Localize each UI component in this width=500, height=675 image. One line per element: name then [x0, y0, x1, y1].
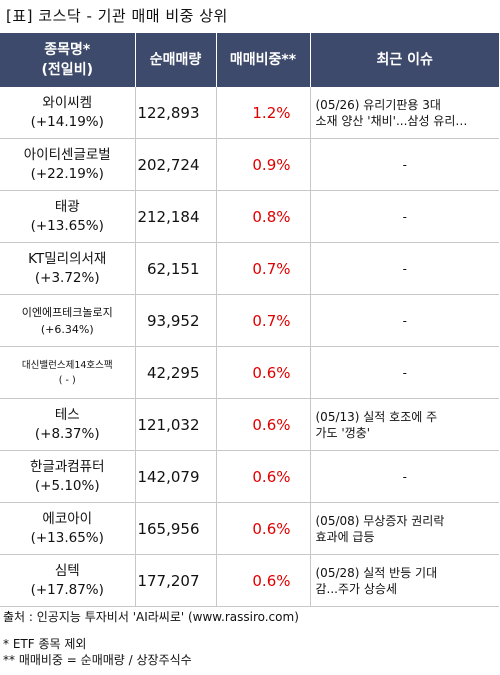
table-row: 이엔에프테크놀로지 (+6.34%) 93,952 0.7% -: [0, 294, 499, 347]
recent-issue: -: [310, 138, 499, 191]
footnote-ratio: ** 매매비중 = 순매매량 / 상장주식수: [3, 653, 192, 667]
stock-change: (+6.34%): [40, 322, 94, 336]
issue-line-2: 소재 양산 '채비'...삼성 유리…: [315, 113, 468, 128]
source-note: 출처 : 인공지능 투자비서 'AI라씨로' (www.rassiro.com): [3, 610, 299, 624]
net-volume: 142,079: [135, 450, 217, 503]
stock-name: 에코아이: [42, 510, 93, 527]
net-volume: 122,893: [135, 87, 217, 139]
header-issue: 최근 이슈: [310, 33, 499, 87]
recent-issue: -: [310, 450, 499, 503]
trade-ratio: 0.9%: [216, 138, 311, 191]
stock-change: (+13.65%): [30, 529, 104, 546]
stock-name-cell: 테스 (+8.37%): [0, 398, 136, 451]
trade-ratio: 0.7%: [216, 294, 311, 347]
stock-name: 아이티센글로벌: [23, 146, 111, 163]
net-volume: 165,956: [135, 502, 217, 555]
table-row: 심텍 (+17.87%) 177,207 0.6% (05/28) 실적 반등 …: [0, 554, 499, 607]
stock-name-cell: 대신밸런스제14호스팩 ( - ): [0, 346, 136, 399]
stock-name-cell: 아이티센글로벌 (+22.19%): [0, 138, 136, 191]
stock-change: (+17.87%): [30, 581, 104, 598]
trade-ratio: 0.7%: [216, 242, 311, 295]
stock-name-cell: 와이씨켐 (+14.19%): [0, 87, 136, 139]
header-ratio: 매매비중**: [216, 33, 311, 87]
net-volume: 202,724: [135, 138, 217, 191]
stock-name-cell: 이엔에프테크놀로지 (+6.34%): [0, 294, 136, 347]
stock-name: 대신밸런스제14호스팩: [21, 359, 113, 371]
trade-ratio: 0.8%: [216, 190, 311, 243]
recent-issue: (05/26) 유리기판용 3대 소재 양산 '채비'...삼성 유리…: [310, 87, 499, 139]
trade-ratio: 1.2%: [216, 87, 311, 139]
net-volume: 62,151: [135, 242, 217, 295]
issue-line-2: 감...주가 상승세: [315, 581, 398, 596]
net-volume: 121,032: [135, 398, 217, 451]
issue-line-2: 효과에 급등: [315, 529, 375, 544]
table-row: 태광 (+13.65%) 212,184 0.8% -: [0, 190, 499, 243]
stock-name: 이엔에프테크놀로지: [21, 305, 113, 319]
net-volume: 93,952: [135, 294, 217, 347]
footnote-etf: * ETF 종목 제외: [3, 637, 87, 651]
stock-name-cell: 태광 (+13.65%): [0, 190, 136, 243]
stock-name: 한글과컴퓨터: [29, 458, 105, 475]
recent-issue: (05/28) 실적 반등 기대 감...주가 상승세: [310, 554, 499, 607]
stock-name: KT밀리의서재: [28, 250, 107, 267]
issue-line-1: (05/26) 유리기판용 3대: [315, 97, 441, 112]
table-row: KT밀리의서재 (+3.72%) 62,151 0.7% -: [0, 242, 499, 295]
issue-line-1: (05/13) 실적 호조에 주: [315, 409, 438, 424]
net-volume: 42,295: [135, 346, 217, 399]
stock-name: 와이씨켐: [42, 94, 93, 111]
stock-name-cell: KT밀리의서재 (+3.72%): [0, 242, 136, 295]
table-row: 테스 (+8.37%) 121,032 0.6% (05/13) 실적 호조에 …: [0, 398, 499, 451]
institution-trading-table: 종목명* (전일비) 순매매량 매매비중** 최근 이슈 와이씨켐 (+14.1…: [0, 33, 499, 607]
stock-change: (+5.10%): [34, 477, 100, 494]
recent-issue: -: [310, 242, 499, 295]
net-volume: 212,184: [135, 190, 217, 243]
net-volume: 177,207: [135, 554, 217, 607]
table-title: [표] 코스닥 - 기관 매매 비중 상위: [6, 7, 228, 25]
table-row: 와이씨켐 (+14.19%) 122,893 1.2% (05/26) 유리기판…: [0, 87, 499, 139]
trade-ratio: 0.6%: [216, 450, 311, 503]
header-row: 종목명* (전일비) 순매매량 매매비중** 최근 이슈: [0, 33, 499, 87]
recent-issue: (05/13) 실적 호조에 주 가도 '껑충': [310, 398, 499, 451]
issue-line-1: (05/08) 무상증자 권리락: [315, 513, 445, 528]
recent-issue: -: [310, 190, 499, 243]
stock-name-cell: 심텍 (+17.87%): [0, 554, 136, 607]
trade-ratio: 0.6%: [216, 346, 311, 399]
recent-issue: -: [310, 346, 499, 399]
header-name: 종목명* (전일비): [0, 33, 136, 87]
recent-issue: (05/08) 무상증자 권리락 효과에 급등: [310, 502, 499, 555]
stock-change: ( - ): [58, 374, 76, 386]
trade-ratio: 0.6%: [216, 554, 311, 607]
header-name-label: 종목명*: [44, 42, 91, 58]
table-row: 대신밸런스제14호스팩 ( - ) 42,295 0.6% -: [0, 346, 499, 399]
stock-change: (+13.65%): [30, 217, 104, 234]
table-row: 아이티센글로벌 (+22.19%) 202,724 0.9% -: [0, 138, 499, 191]
stock-change: (+22.19%): [30, 165, 104, 182]
table-row: 한글과컴퓨터 (+5.10%) 142,079 0.6% -: [0, 450, 499, 503]
table-row: 에코아이 (+13.65%) 165,956 0.6% (05/08) 무상증자…: [0, 502, 499, 555]
stock-name-cell: 한글과컴퓨터 (+5.10%): [0, 450, 136, 503]
stock-change: (+8.37%): [34, 425, 100, 442]
header-volume: 순매매량: [135, 33, 217, 87]
issue-line-1: (05/28) 실적 반등 기대: [315, 565, 438, 580]
stock-name-cell: 에코아이 (+13.65%): [0, 502, 136, 555]
stock-change: (+3.72%): [34, 269, 100, 286]
stock-name: 심텍: [54, 562, 80, 579]
issue-line-2: 가도 '껑충': [315, 425, 371, 440]
stock-name: 테스: [54, 406, 80, 423]
trade-ratio: 0.6%: [216, 502, 311, 555]
header-name-sub: (전일비): [41, 62, 93, 78]
stock-name: 태광: [54, 198, 80, 215]
stock-change: (+14.19%): [30, 113, 104, 130]
trade-ratio: 0.6%: [216, 398, 311, 451]
recent-issue: -: [310, 294, 499, 347]
